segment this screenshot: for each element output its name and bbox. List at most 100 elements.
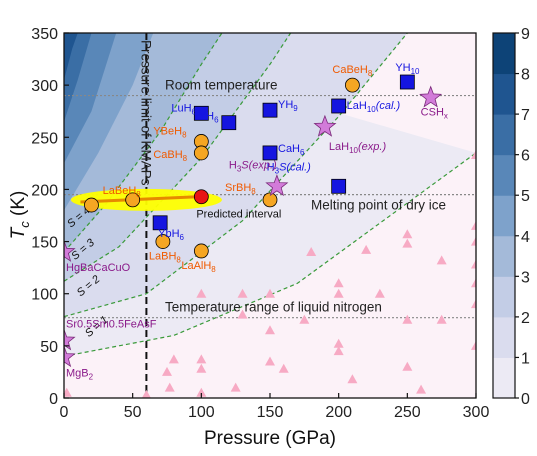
- square-marker: [221, 115, 237, 131]
- reference-lines: Room temperature Melting point of dry ice…: [64, 33, 476, 398]
- triangle-marker: [162, 366, 172, 376]
- star-marker: [64, 239, 76, 262]
- x-tick-label: 200: [325, 404, 352, 421]
- triangle-marker: [471, 150, 476, 160]
- square-marker: [331, 178, 347, 194]
- point-label: SrBH8: [225, 182, 256, 196]
- x-tick-label: 250: [394, 404, 421, 421]
- x-tick-label: 0: [60, 404, 69, 421]
- x-axis-label: Pressure (GPa): [204, 428, 336, 449]
- point-label: YH10: [395, 62, 420, 76]
- colorbar-tick-label: 9: [521, 26, 530, 43]
- point-labels: LuH6 YH6 YH9 CaH6 YH10 LaH10(cal.) H3S(cal.) Yb…: [66, 62, 448, 381]
- x-tick-label: 150: [257, 404, 284, 421]
- colorbar-tick-label: 6: [521, 148, 530, 165]
- circle-marker: [344, 77, 360, 93]
- triangle-marker: [265, 356, 275, 366]
- triangle-marker: [471, 259, 476, 269]
- y-axis-label-main: T: [8, 226, 29, 239]
- point-label: CSHx: [421, 107, 448, 121]
- y-axis-label-sub: c: [17, 221, 32, 228]
- triangle-marker: [402, 229, 413, 239]
- circle-marker: [155, 234, 171, 249]
- point-label: YH9: [278, 99, 298, 113]
- reference-label: Room temperature: [165, 78, 278, 93]
- star-marker: [64, 328, 76, 351]
- x-tick-label: 100: [188, 404, 215, 421]
- star-marker: [313, 114, 337, 137]
- colorbar-segment: [493, 195, 515, 237]
- triangle-marker: [471, 340, 476, 350]
- square-marker: [193, 105, 209, 121]
- triangle-marker: [471, 236, 476, 246]
- point-label: CaH6: [278, 143, 305, 157]
- point-label: LaH10(cal.): [347, 100, 401, 114]
- y-tick-label: 50: [40, 339, 58, 356]
- point-label: YbH6: [158, 228, 184, 242]
- y-axis-label: Tc (K): [8, 191, 32, 240]
- x-tick-label: 300: [463, 404, 490, 421]
- point-label: LaH10(exp.): [329, 141, 387, 155]
- circle-marker: [193, 145, 209, 161]
- axis-ticks: 0 50 100 150 200 250 300 0 50 100 150 200 250 300 350: [31, 26, 489, 421]
- triangle-marker: [471, 220, 476, 230]
- triangle-marker: [168, 354, 179, 364]
- triangle-marker: [436, 314, 447, 324]
- point-label: H3S(cal.): [267, 161, 312, 175]
- circle-marker: [125, 192, 141, 208]
- triangle-marker: [265, 288, 275, 298]
- square-marker: [152, 215, 168, 231]
- y-tick-label: 300: [31, 78, 58, 95]
- colorbar-tick-label: 7: [521, 107, 530, 124]
- y-tick-label: 350: [31, 26, 58, 43]
- triangle-marker: [64, 387, 72, 397]
- point-label: LaBH8: [149, 251, 182, 265]
- reference-label: Melting point of dry ice: [311, 198, 446, 213]
- colorbar-segment: [493, 357, 515, 399]
- colorbar-segment: [493, 73, 515, 115]
- contour-level-7: [64, 33, 92, 122]
- kmaps-limit-label: Pressure limit of KMAPs: [138, 40, 153, 186]
- circle-marker: [193, 243, 209, 259]
- point-label: MgB2: [66, 367, 94, 381]
- circle-marker: [193, 189, 209, 205]
- triangle-marker: [333, 288, 344, 298]
- triangle-marker: [196, 354, 207, 364]
- triangle-marker: [230, 382, 241, 392]
- circle-marker: [84, 197, 99, 213]
- x-tick-label: 50: [124, 404, 142, 421]
- point-label: YBeH8: [153, 125, 187, 139]
- triangle-marker: [196, 387, 207, 397]
- star-marker: [265, 174, 289, 197]
- y-axis-label-unit: (K): [8, 191, 29, 222]
- colorbar-tick-label: 2: [521, 310, 530, 327]
- triangle-marker: [196, 288, 207, 298]
- triangle-marker: [333, 338, 344, 348]
- triangle-marker: [402, 238, 413, 248]
- y-tick-label: 0: [49, 391, 58, 408]
- colorbar-segment: [493, 276, 515, 318]
- triangle-marker: [299, 314, 310, 324]
- point-label: Sr0.5Sm0.5FeAsF: [66, 319, 157, 331]
- point-label: YH6: [199, 111, 219, 125]
- colorbar-tick-label: 1: [521, 350, 530, 367]
- triangle-marker: [471, 278, 476, 288]
- colorbar-frame: [492, 32, 516, 399]
- colorbar-tick-label: 5: [521, 188, 530, 205]
- triangle-marker: [471, 299, 476, 309]
- triangle-marker: [306, 247, 317, 256]
- contour-line-s1: [64, 152, 476, 357]
- triangle-marker: [361, 244, 372, 254]
- colorbar-tick-label: 4: [521, 229, 530, 246]
- point-label: CaBeH8: [332, 64, 372, 78]
- y-tick-label: 200: [31, 182, 58, 199]
- triangle-marker: [402, 361, 413, 371]
- contour-level-8: [64, 33, 78, 80]
- triangle-marker: [416, 384, 427, 394]
- point-label: H3S(exp.): [229, 159, 277, 173]
- triangle-marker: [333, 278, 344, 288]
- reference-label: Temperature range of liquid nitrogen: [165, 300, 382, 315]
- star-marker: [419, 85, 443, 108]
- colorbar: 0 1 2 3 4 5 6 7 8 9: [492, 26, 530, 408]
